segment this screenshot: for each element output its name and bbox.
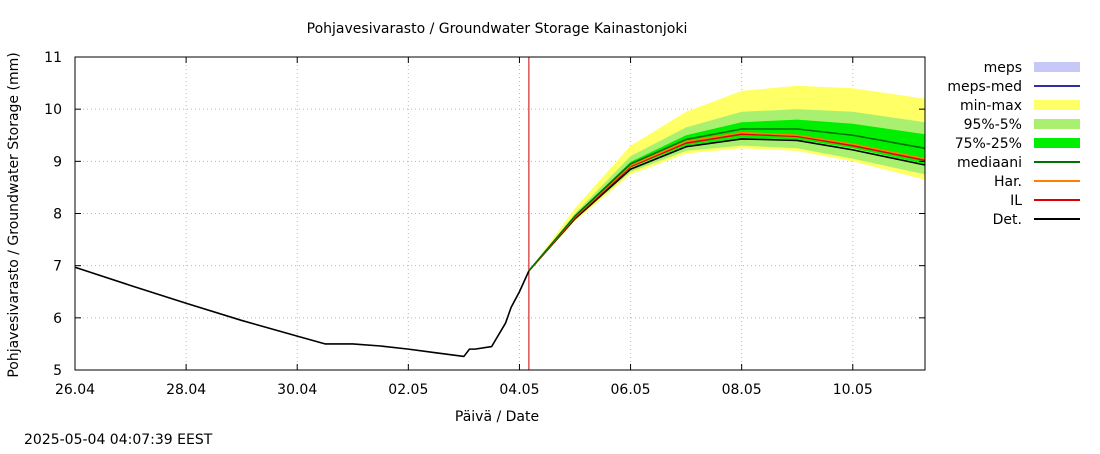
x-tick-label: 26.04 [55, 382, 95, 398]
legend-label-p95_5: 95%-5% [964, 117, 1022, 133]
legend-label-p75_25: 75%-25% [955, 136, 1022, 152]
band-p75_25 [528, 119, 925, 271]
y-tick-label: 6 [53, 311, 62, 327]
series-det [528, 138, 926, 272]
plot-area: 5 6 7 8 9 10 11 26.04 28.04 30.04 02.05 04.05 06.05 0… [44, 50, 926, 398]
y-tick-label: 8 [53, 207, 62, 223]
legend-swatch-meps [1034, 62, 1080, 72]
x-tick-label: 04.05 [499, 382, 539, 398]
y-tick-label: 7 [53, 259, 62, 275]
y-tick-label: 5 [53, 363, 62, 379]
x-tick-label: 02.05 [388, 382, 428, 398]
legend-label-il: IL [1010, 193, 1022, 209]
legend-label-har: Har. [994, 174, 1022, 190]
legend-label-median: mediaani [957, 155, 1022, 171]
legend-label-minmax: min-max [960, 98, 1022, 114]
chart-title: Pohjavesivarasto / Groundwater Storage K… [307, 21, 688, 37]
legend-label-meps: meps [984, 60, 1022, 76]
x-tick-label: 28.04 [166, 382, 206, 398]
y-tick-label: 11 [44, 50, 62, 66]
legend-label-meps_med: meps-med [947, 79, 1022, 95]
series-det_history [74, 266, 530, 358]
series-median [528, 128, 926, 272]
x-tick-label: 06.05 [611, 382, 651, 398]
band-p95_5 [528, 109, 925, 271]
y-tick-label: 9 [53, 154, 62, 170]
legend-swatch-p75_25 [1034, 138, 1080, 148]
legend: meps meps-med min-max 95%-5% 75%-25% mediaani… [947, 60, 1080, 228]
legend-label-det: Det. [993, 212, 1022, 228]
x-axis-label: Päivä / Date [455, 409, 539, 425]
legend-swatch-p95_5 [1034, 119, 1080, 129]
x-tick-label: 10.05 [833, 382, 873, 398]
legend-swatch-minmax [1034, 100, 1080, 110]
timestamp: 2025-05-04 04:07:39 EEST [24, 432, 213, 448]
y-tick-label: 10 [44, 102, 62, 118]
x-tick-label: 08.05 [722, 382, 762, 398]
y-axis-label: Pohjavesivarasto / Groundwater Storage (… [6, 52, 22, 377]
x-tick-label: 30.04 [277, 382, 317, 398]
